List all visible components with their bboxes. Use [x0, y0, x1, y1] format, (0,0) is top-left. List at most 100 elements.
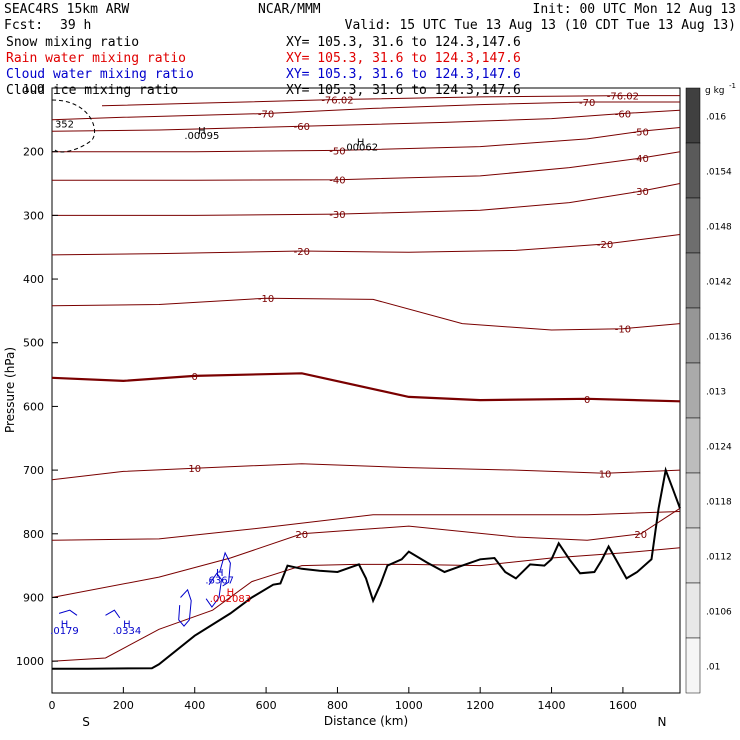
x-tick-label: 1200: [466, 699, 494, 712]
temperature-contour: [51, 234, 681, 256]
moisture-contour: [51, 511, 681, 541]
x-tick-label: 200: [113, 699, 134, 712]
colorbar-label: .016: [706, 113, 726, 123]
temperature-contour: [51, 372, 681, 403]
maximum-label: .00062: [343, 142, 378, 153]
x-tick-label: 600: [256, 699, 277, 712]
x-tick-label: 1000: [395, 699, 423, 712]
temperature-contour-label: -30: [633, 187, 649, 198]
y-tick-label: 600: [23, 400, 44, 413]
colorbar-swatch: [685, 417, 701, 474]
temperature-contour-label: 0: [192, 372, 198, 383]
field-xy-cloudice: XY= 105.3, 31.6 to 124.3,147.6: [286, 83, 521, 98]
colorbar-swatch: [685, 472, 701, 529]
temperature-contour: [51, 101, 680, 121]
x-axis-label: Distance (km): [324, 714, 408, 728]
colorbar-unit: g kg: [705, 86, 725, 96]
temperature-contour-label: 0: [584, 395, 590, 406]
temperature-contour-label: -70: [579, 98, 595, 109]
colorbar-label: .013: [706, 388, 726, 398]
temperature-contour-label: -70: [258, 109, 274, 120]
field-name-cloudice: Cloud ice mixing ratio: [6, 83, 178, 98]
colorbar-swatch: [685, 87, 701, 144]
colorbar-label: .0106: [706, 608, 732, 618]
temperature-contour-label: -20: [294, 247, 310, 258]
cloud-water-contour: [178, 588, 192, 627]
field-name-snow: Snow mixing ratio: [6, 35, 139, 50]
temperature-contour-label: 10: [188, 464, 201, 475]
valid-time: Valid: 15 UTC Tue 13 Aug 13 (10 CDT Tue …: [345, 18, 736, 33]
field-name-cloudwater: Cloud water mixing ratio: [6, 67, 194, 82]
colorbar-swatch: [685, 307, 701, 364]
colorbar-swatch: [685, 582, 701, 639]
maximum-label: H: [357, 137, 365, 148]
temperature-contour-label: -60: [294, 122, 310, 133]
y-tick-label: 700: [23, 464, 44, 477]
x-tick-label: 400: [184, 699, 205, 712]
temperature-contour-label: 20: [295, 530, 308, 541]
x-tick-label: 1400: [538, 699, 566, 712]
cloud-water-contour: [105, 609, 121, 619]
temperature-contour: [51, 109, 681, 132]
y-tick-label: 900: [23, 591, 44, 604]
temperature-contour-label: 20: [634, 530, 647, 541]
colorbar-label: .0148: [706, 223, 732, 233]
temperature-contour-label: -50: [633, 127, 649, 138]
temperature-contour: [52, 183, 681, 216]
temperature-contour: [52, 127, 681, 153]
temperature-contour-label: -20: [597, 240, 613, 251]
colorbar-swatch: [685, 637, 701, 694]
field-name-rain: Rain water mixing ratio: [6, 51, 186, 66]
x-tick-label: 0: [49, 699, 56, 712]
colorbar-label: .0142: [706, 278, 732, 288]
cloud-water-contour: [219, 551, 231, 587]
fcst-value: 39 h: [60, 18, 91, 33]
temperature-contour-label: -10: [258, 294, 274, 305]
temperature-contour: [51, 463, 681, 481]
colorbar-label: .0136: [706, 333, 732, 343]
colorbar-swatch: [685, 527, 701, 584]
maximum-label: H: [227, 588, 235, 599]
fcst-label: Fcst:: [4, 18, 43, 33]
field-xy-cloudwater: XY= 105.3, 31.6 to 124.3,147.6: [286, 67, 521, 82]
colorbar-label: .0124: [706, 443, 732, 453]
maximum-label: H: [61, 619, 69, 630]
cloud-water-contour: [205, 572, 223, 608]
colorbar-swatch: [685, 142, 701, 199]
y-tick-label: 1000: [16, 655, 44, 668]
temperature-contour-label: -10: [615, 325, 631, 336]
colorbar-label: .0118: [706, 498, 732, 508]
terrain-line: [52, 466, 681, 670]
colorbar-swatch: [685, 252, 701, 309]
temperature-contour-label: -40: [329, 176, 345, 187]
maximum-label: .00095: [184, 131, 219, 142]
maximum-label: .002083: [210, 594, 251, 605]
temperature-contour-label: 10: [599, 469, 612, 480]
temperature-contour: [51, 507, 681, 598]
maximum-label: .6367: [205, 575, 234, 586]
y-axis-label: Pressure (hPa): [3, 347, 17, 433]
right-endpoint-label: N: [658, 715, 667, 729]
cloud-water-contour: [58, 609, 78, 616]
model-title: SEAC4RS 15km ARW: [4, 2, 129, 17]
temperature-contour: [101, 95, 680, 107]
maximum-label: .0334: [113, 626, 142, 637]
temperature-contour-label: -30: [329, 210, 345, 221]
colorbar-label: .0154: [706, 168, 732, 178]
temperature-contour: [52, 151, 681, 181]
axis-layer: 0 200 400 600 800 1000 1200 1400 160020030040050…: [16, 82, 637, 712]
colorbar: .016 .0154 .0148 .0142 .0136 .013 .0124 .0118 .0…: [685, 87, 732, 694]
plot-frame: [51, 87, 681, 694]
left-endpoint-label: S: [82, 715, 90, 729]
y-tick-label: 400: [23, 273, 44, 286]
y-tick-label: 500: [23, 337, 44, 350]
plot-layer: -76.02 -76.02-70-70-60-60-50-50-40-40-30-…: [50, 92, 681, 670]
y-tick-label: 800: [23, 528, 44, 541]
center-title: NCAR/MMM: [258, 2, 321, 17]
maximum-label: H: [123, 619, 131, 630]
colorbar-swatch: [685, 362, 701, 419]
y-tick-label: 300: [23, 209, 44, 222]
y-tick-label: 200: [23, 146, 44, 159]
colorbar-unit-exponent: -1: [729, 82, 736, 90]
x-tick-label: 1600: [609, 699, 637, 712]
